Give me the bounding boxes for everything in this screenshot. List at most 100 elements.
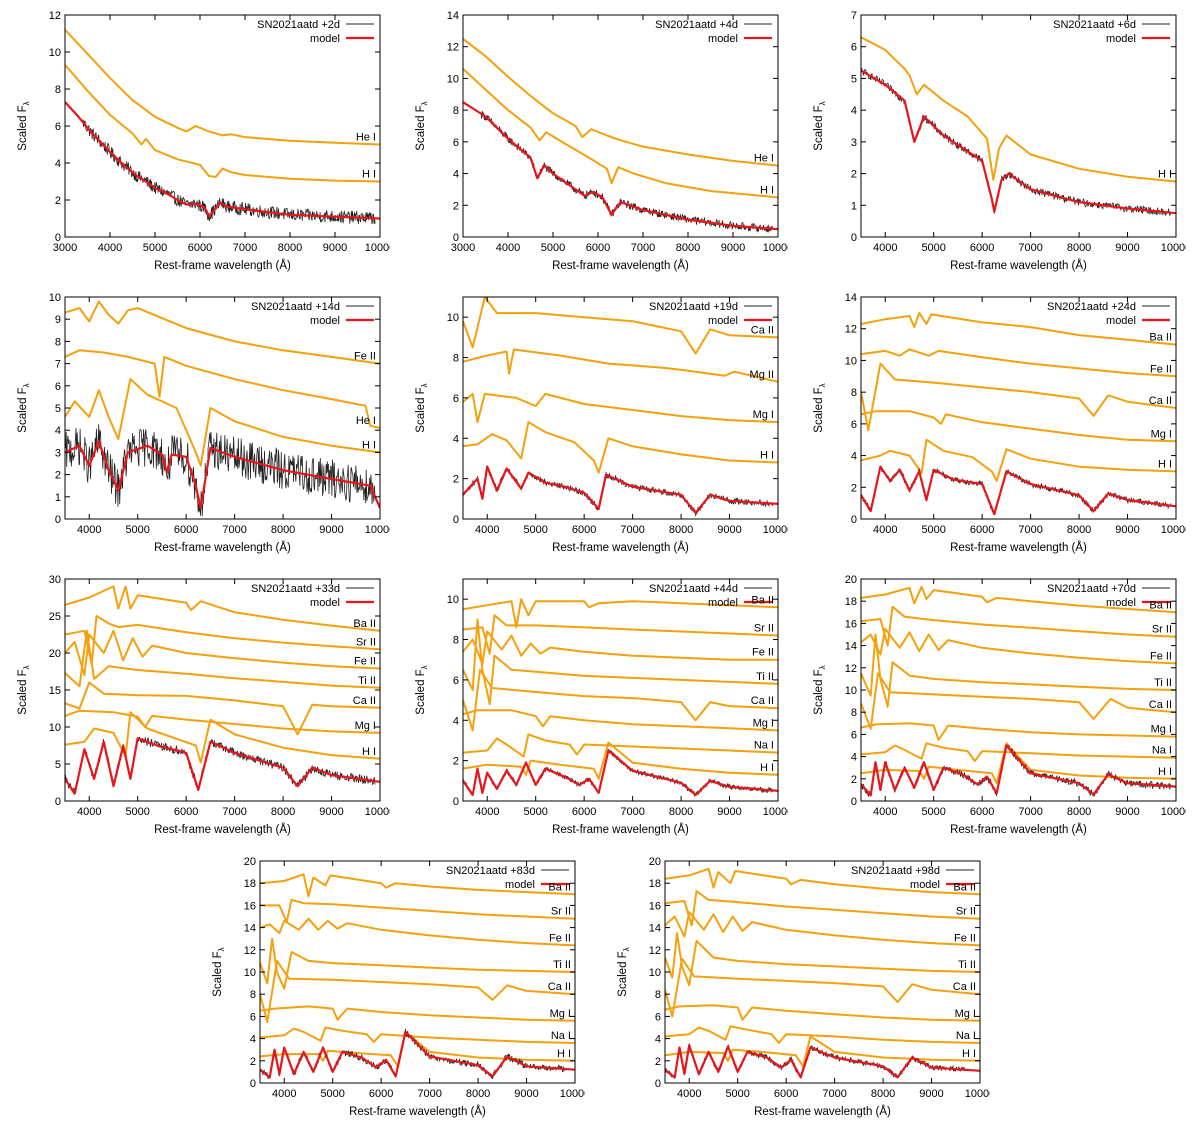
y-axis-label: Scaled Fλ [813, 665, 827, 714]
observed-spectrum [65, 424, 376, 517]
axes-frame [860, 296, 1177, 520]
y-tick-label: 14 [845, 292, 857, 304]
axes-frame [462, 296, 779, 520]
x-tick-label: 7000 [222, 524, 246, 536]
x-tick-label: 7000 [417, 1088, 441, 1100]
ion-curve-he-i [463, 38, 778, 167]
x-tick-label: 9000 [919, 1088, 943, 1100]
y-tick-label: 6 [453, 675, 459, 687]
y-tick-label: 0 [250, 1078, 256, 1090]
ion-curve-h-i [665, 1035, 980, 1068]
legend: SN2021aatd +83d model [446, 865, 569, 891]
plot-area [665, 867, 980, 1079]
ion-curve-h-i [65, 378, 380, 467]
x-tick-label: 5000 [541, 242, 565, 254]
x-tick-label: 7000 [822, 1088, 846, 1100]
y-tick-label: 10 [845, 685, 857, 697]
legend: SN2021aatd +19d model [649, 301, 772, 327]
ion-curve-h-i [463, 421, 778, 474]
y-tick-label: 1 [55, 492, 61, 504]
ion-curve-h-i [861, 438, 1176, 482]
ion-label: Mg I [355, 720, 376, 732]
legend-model-label: model [310, 315, 340, 327]
ion-label: Sr II [754, 623, 774, 635]
y-tick-label: 12 [845, 663, 857, 675]
x-tick-label: 8000 [669, 806, 693, 818]
ion-label: Fe II [1150, 650, 1172, 662]
x-tick-label: 9000 [323, 242, 347, 254]
y-axis-label: Scaled Fλ [415, 101, 429, 150]
x-axis-label: Rest-frame wavelength (Å) [154, 823, 291, 836]
ion-curve-ca-ii [463, 297, 778, 355]
y-tick-label: 6 [453, 137, 459, 149]
legend: SN2021aatd +14d model [251, 301, 374, 327]
y-tick-label: 6 [851, 729, 857, 741]
ion-curve-he-i [65, 29, 380, 146]
y-tick-label: 3 [55, 447, 61, 459]
x-tick-label: 7000 [233, 242, 257, 254]
x-tick-label: 8000 [278, 242, 302, 254]
model-spectrum [861, 69, 1176, 215]
ion-curve-h-i [65, 711, 380, 764]
ion-curve-mg-i [665, 1004, 980, 1022]
y-tick-label: 16 [649, 900, 661, 912]
x-tick-label: 6000 [174, 524, 198, 536]
plot-area [65, 300, 380, 517]
x-tick-label: 6000 [970, 524, 994, 536]
x-tick-label: 9000 [1115, 806, 1139, 818]
ion-label: Mg I [955, 1008, 976, 1020]
y-tick-label: 5 [55, 403, 61, 415]
y-tick-label: 0 [55, 232, 61, 244]
ion-label: Mg I [753, 409, 774, 421]
ion-label: Ba II [353, 618, 376, 630]
y-axis-label: Scaled Fλ [212, 947, 226, 996]
y-tick-label: 8 [250, 989, 256, 1001]
ion-curve-sr-ii [861, 605, 1176, 647]
y-tick-label: 4 [851, 105, 857, 117]
x-tick-label: 4000 [475, 806, 499, 818]
x-tick-label: 7000 [631, 242, 655, 254]
legend-observed-label: SN2021aatd +24d [1047, 301, 1136, 313]
x-tick-label: 8000 [1067, 806, 1091, 818]
ion-label: Mg II [750, 369, 774, 381]
ion-curve-mg-i [861, 722, 1176, 741]
x-tick-label: 5000 [725, 1088, 749, 1100]
legend: SN2021aatd +70d model [1047, 583, 1170, 609]
observed-spectrum [861, 465, 1172, 515]
y-tick-label: 15 [49, 685, 61, 697]
legend-model-label: model [1106, 33, 1136, 45]
ion-label: H I [557, 1048, 571, 1060]
y-tick-label: 10 [244, 967, 256, 979]
x-axis-label: Rest-frame wavelength (Å) [154, 541, 291, 554]
y-tick-label: 4 [851, 752, 857, 764]
ion-label: Sr II [356, 636, 376, 648]
ion-curve-fe-ii [463, 630, 778, 665]
x-tick-label: 6000 [970, 242, 994, 254]
ion-curve-na-i [463, 733, 778, 758]
ion-label: Fe II [752, 647, 774, 659]
x-tick-label: 4000 [475, 524, 499, 536]
y-tick-label: 2 [55, 470, 61, 482]
x-tick-label: 9000 [319, 524, 343, 536]
legend-observed-label: SN2021aatd +2d [257, 19, 340, 31]
legend-observed-label: SN2021aatd +98d [851, 865, 940, 877]
ion-label: Sr II [551, 906, 571, 918]
ion-curve-ti-ii [463, 618, 778, 706]
ion-label: H I [1158, 766, 1172, 778]
y-tick-label: 1 [851, 200, 857, 212]
y-tick-label: 10 [845, 355, 857, 367]
y-tick-label: 5 [851, 73, 857, 85]
ion-curve-ti-ii [260, 937, 575, 990]
ion-label: Ca II [953, 981, 976, 993]
y-tick-label: 10 [649, 967, 661, 979]
ion-curve-h-i [861, 36, 1176, 183]
legend-observed-label: SN2021aatd +33d [251, 583, 340, 595]
legend: SN2021aatd +2d model [257, 19, 374, 45]
